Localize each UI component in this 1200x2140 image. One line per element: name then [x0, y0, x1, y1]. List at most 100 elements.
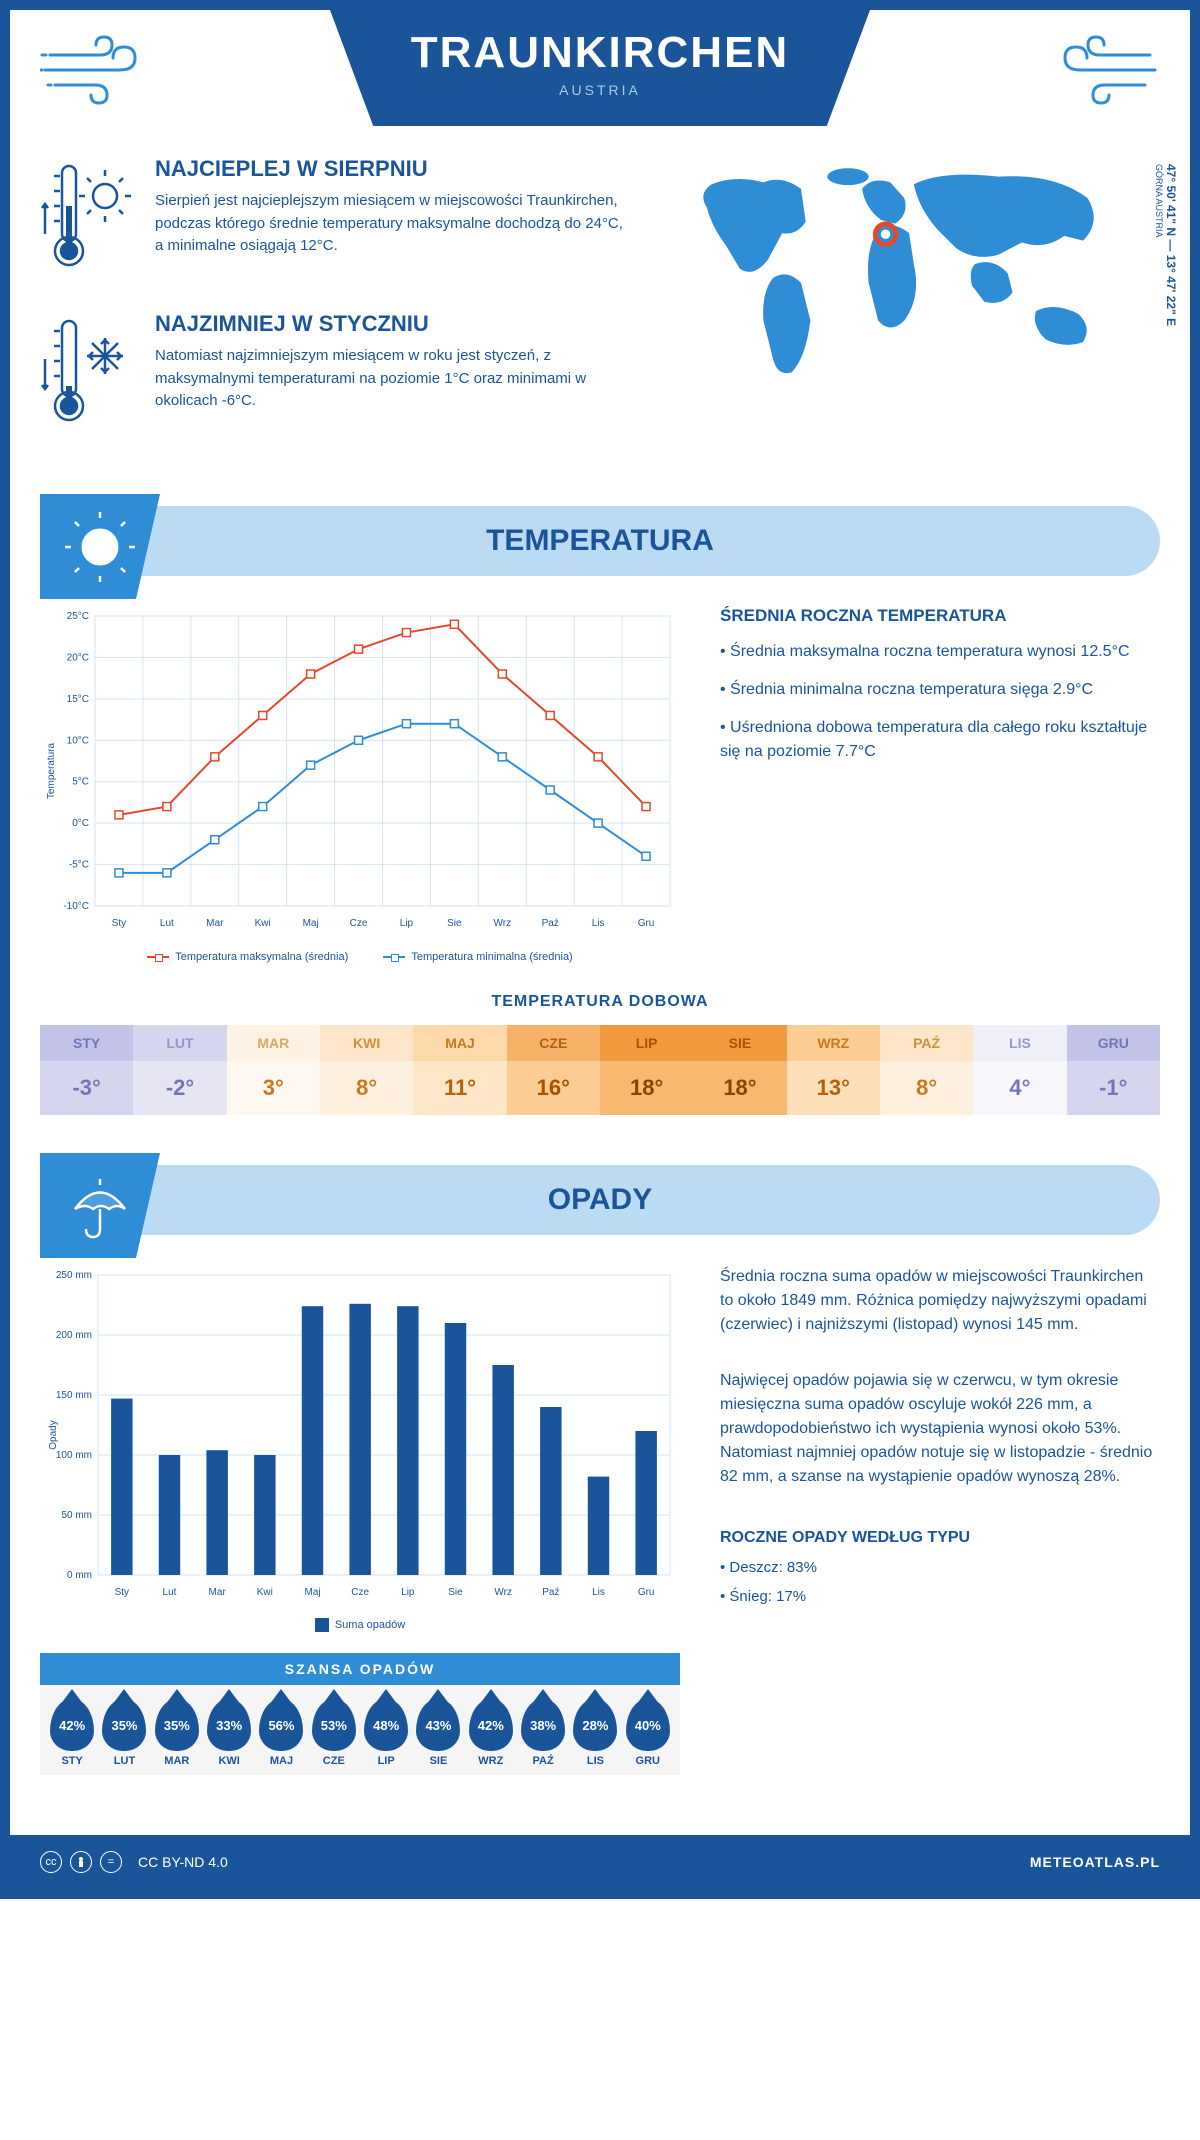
- svg-text:Lut: Lut: [160, 918, 174, 929]
- legend-min: Temperatura minimalna (średnia): [411, 951, 572, 963]
- svg-text:0 mm: 0 mm: [67, 1570, 92, 1581]
- thermometer-sun-icon: [40, 156, 135, 281]
- chance-title: SZANSA OPADÓW: [40, 1653, 680, 1685]
- svg-text:150 mm: 150 mm: [56, 1390, 92, 1401]
- svg-text:Sie: Sie: [447, 918, 462, 929]
- chance-drop: 35%MAR: [151, 1699, 203, 1767]
- title-banner: TRAUNKIRCHEN AUSTRIA: [330, 10, 870, 126]
- section-header-precip: OPADY: [40, 1165, 1160, 1235]
- svg-text:0°C: 0°C: [72, 818, 89, 829]
- svg-text:20°C: 20°C: [67, 652, 89, 663]
- svg-text:Lip: Lip: [400, 918, 414, 929]
- daily-cell: SIE18°: [693, 1025, 786, 1115]
- section-header-temperature: TEMPERATURA: [40, 506, 1160, 576]
- wind-icon-left: [40, 10, 160, 100]
- svg-text:200 mm: 200 mm: [56, 1330, 92, 1341]
- chance-drop: 43%SIE: [412, 1699, 464, 1767]
- chance-drops: 42%STY35%LUT35%MAR33%KWI56%MAJ53%CZE48%L…: [40, 1685, 680, 1775]
- svg-text:Kwi: Kwi: [255, 918, 271, 929]
- by-icon: [70, 1851, 92, 1873]
- daily-cell: STY-3°: [40, 1025, 133, 1115]
- precip-type-snow: • Śnieg: 17%: [720, 1586, 1160, 1609]
- daily-cell: PAŹ8°: [880, 1025, 973, 1115]
- temperature-stats: ŚREDNIA ROCZNA TEMPERATURA • Średnia mak…: [720, 606, 1160, 963]
- fact-cold-text: Natomiast najzimniejszym miesiącem w rok…: [155, 345, 630, 413]
- license-label: CC BY-ND 4.0: [138, 1854, 228, 1870]
- svg-text:Lis: Lis: [592, 1587, 605, 1598]
- precip-stats: Średnia roczna suma opadów w miejscowośc…: [720, 1265, 1160, 1775]
- svg-text:Temperatura: Temperatura: [46, 742, 57, 799]
- svg-text:Gru: Gru: [638, 1587, 655, 1598]
- footer: cc = CC BY-ND 4.0 METEOATLAS.PL: [10, 1835, 1190, 1889]
- nd-icon: =: [100, 1851, 122, 1873]
- temp-stats-title: ŚREDNIA ROCZNA TEMPERATURA: [720, 606, 1160, 626]
- svg-text:Gru: Gru: [638, 918, 655, 929]
- svg-text:Mar: Mar: [206, 918, 224, 929]
- svg-text:100 mm: 100 mm: [56, 1450, 92, 1461]
- svg-text:25°C: 25°C: [67, 611, 89, 622]
- wind-icon-right: [1040, 10, 1160, 100]
- chance-drop: 38%PAŹ: [517, 1699, 569, 1767]
- chance-drop: 40%GRU: [622, 1699, 674, 1767]
- chance-drop: 42%WRZ: [465, 1699, 517, 1767]
- svg-text:Opady: Opady: [48, 1420, 59, 1449]
- temp-stat-1: • Średnia maksymalna roczna temperatura …: [720, 640, 1160, 664]
- svg-text:5°C: 5°C: [72, 777, 89, 788]
- daily-cell: LIP18°: [600, 1025, 693, 1115]
- temp-stat-2: • Średnia minimalna roczna temperatura s…: [720, 678, 1160, 702]
- city-title: TRAUNKIRCHEN: [390, 28, 810, 78]
- svg-text:50 mm: 50 mm: [61, 1510, 92, 1521]
- svg-text:-5°C: -5°C: [69, 860, 89, 871]
- daily-temp-title: TEMPERATURA DOBOWA: [40, 993, 1160, 1011]
- svg-text:Maj: Maj: [304, 1587, 320, 1598]
- fact-warm-text: Sierpień jest najcieplejszym miesiącem w…: [155, 190, 630, 258]
- daily-cell: LUT-2°: [133, 1025, 226, 1115]
- svg-text:Lip: Lip: [401, 1587, 415, 1598]
- fact-warm-title: NAJCIEPLEJ W SIERPNIU: [155, 156, 630, 182]
- country-subtitle: AUSTRIA: [390, 82, 810, 98]
- chance-drop: 42%STY: [46, 1699, 98, 1767]
- svg-text:Wrz: Wrz: [494, 1587, 512, 1598]
- daily-cell: LIS4°: [973, 1025, 1066, 1115]
- svg-text:Maj: Maj: [303, 918, 319, 929]
- precip-type-rain: • Deszcz: 83%: [720, 1557, 1160, 1580]
- daily-cell: KWI8°: [320, 1025, 413, 1115]
- svg-text:Lis: Lis: [592, 918, 605, 929]
- svg-text:Lut: Lut: [163, 1587, 177, 1598]
- precip-text-1: Średnia roczna suma opadów w miejscowośc…: [720, 1265, 1160, 1337]
- legend-max: Temperatura maksymalna (średnia): [175, 951, 348, 963]
- svg-text:250 mm: 250 mm: [56, 1270, 92, 1281]
- thermometer-snow-icon: [40, 311, 135, 436]
- sun-icon: [40, 494, 160, 599]
- precipitation-bar-chart: 0 mm 50 mm 100 mm 150 mm 200 mm 250 mm Opady St…: [40, 1265, 680, 1775]
- svg-text:Sty: Sty: [115, 1587, 129, 1598]
- fact-coldest: NAJZIMNIEJ W STYCZNIU Natomiast najzimni…: [40, 311, 630, 436]
- daily-cell: CZE16°: [507, 1025, 600, 1115]
- svg-text:10°C: 10°C: [67, 735, 89, 746]
- daily-cell: MAJ11°: [413, 1025, 506, 1115]
- daily-cell: MAR3°: [227, 1025, 320, 1115]
- temperature-line-chart: -10°C-5°C0°C5°C10°C15°C20°C25°CStyLutMar…: [40, 606, 680, 963]
- intro-section: NAJCIEPLEJ W SIERPNIU Sierpień jest najc…: [40, 156, 1160, 466]
- fact-warmest: NAJCIEPLEJ W SIERPNIU Sierpień jest najc…: [40, 156, 630, 281]
- precip-type-title: ROCZNE OPADY WEDŁUG TYPU: [720, 1529, 1160, 1547]
- svg-text:Paź: Paź: [542, 1587, 559, 1598]
- daily-cell: WRZ13°: [787, 1025, 880, 1115]
- svg-text:Mar: Mar: [209, 1587, 227, 1598]
- temp-stat-3: • Uśredniona dobowa temperatura dla całe…: [720, 716, 1160, 764]
- chance-drop: 48%LIP: [360, 1699, 412, 1767]
- svg-text:15°C: 15°C: [67, 694, 89, 705]
- svg-text:Kwi: Kwi: [257, 1587, 273, 1598]
- svg-text:Cze: Cze: [350, 918, 368, 929]
- umbrella-icon: [40, 1153, 160, 1258]
- chance-drop: 53%CZE: [308, 1699, 360, 1767]
- region-label: GÓRNA AUSTRIA: [1154, 164, 1164, 238]
- section-title-precip: OPADY: [548, 1183, 652, 1216]
- daily-temp-table: STY-3°LUT-2°MAR3°KWI8°MAJ11°CZE16°LIP18°…: [40, 1025, 1160, 1115]
- cc-icon: cc: [40, 1851, 62, 1873]
- svg-text:Sie: Sie: [448, 1587, 463, 1598]
- chance-drop: 35%LUT: [98, 1699, 150, 1767]
- header: TRAUNKIRCHEN AUSTRIA: [40, 10, 1160, 126]
- precip-text-2: Najwięcej opadów pojawia się w czerwcu, …: [720, 1369, 1160, 1489]
- daily-cell: GRU-1°: [1067, 1025, 1160, 1115]
